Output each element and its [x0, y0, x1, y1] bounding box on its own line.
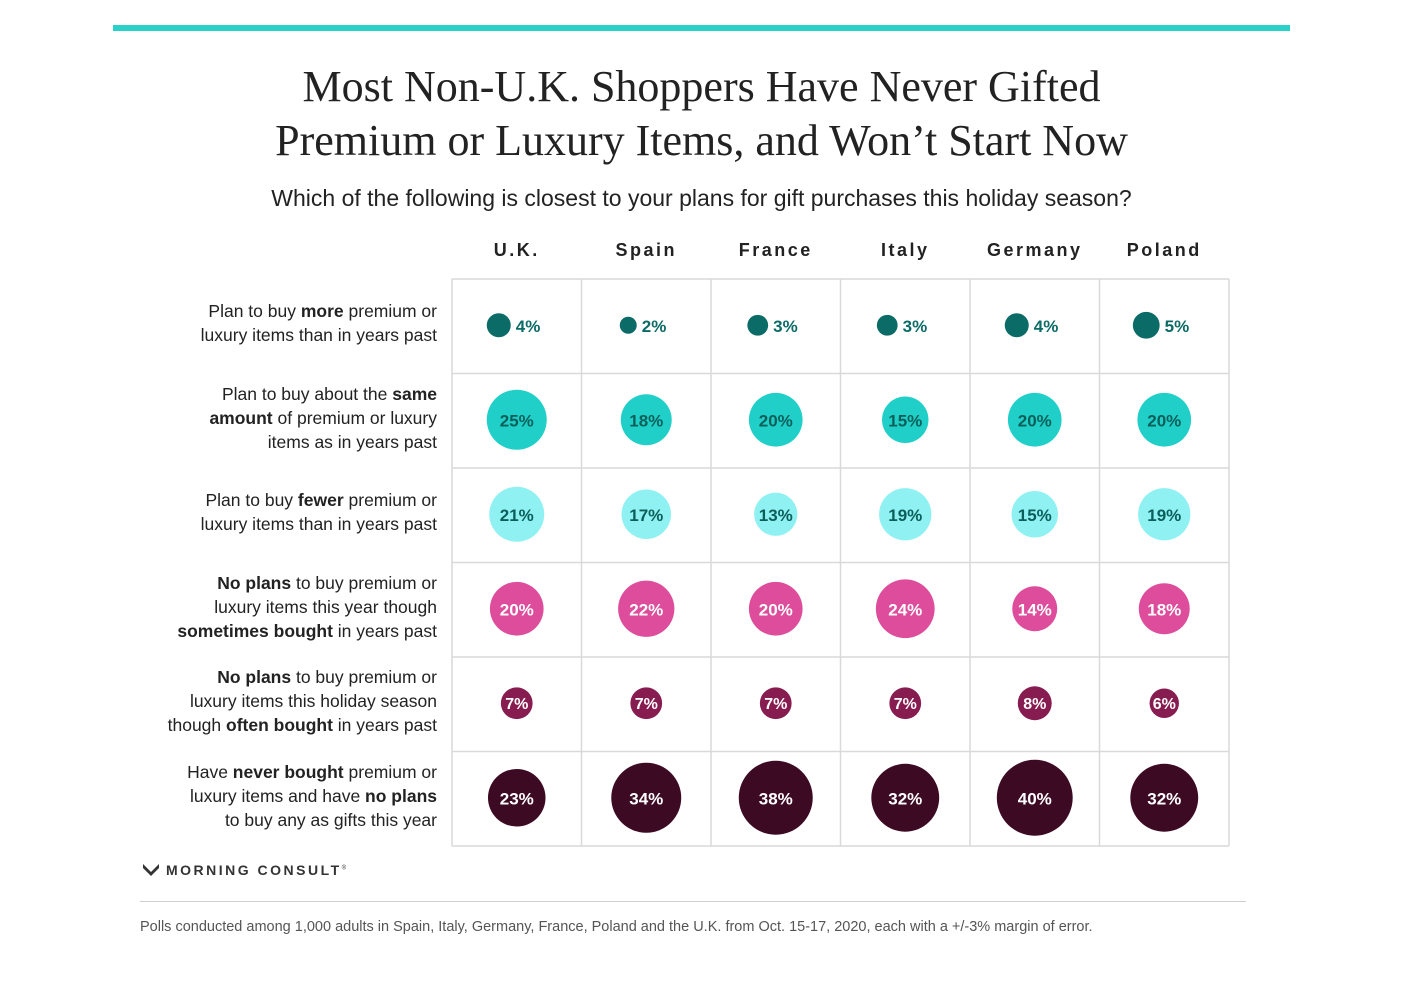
bubble-value-label: 3% [773, 317, 798, 336]
bubble-value-label: 32% [1147, 789, 1181, 808]
row-label: No plans to buy premium or luxury items t… [177, 572, 437, 641]
bubble-value-label: 3% [903, 317, 928, 336]
bubble-value-label: 5% [1165, 317, 1190, 336]
row-label: Have never bought premium or luxury items… [187, 761, 437, 830]
top-accent-bar [113, 25, 1290, 31]
bubble-value-label: 20% [1147, 411, 1181, 430]
morning-consult-m-icon [143, 864, 159, 876]
footnote: Polls conducted among 1,000 adults in Sp… [140, 919, 1093, 935]
column-header: Germany [986, 240, 1083, 260]
bubble [1132, 311, 1160, 339]
chart-title-line-1: Most Non-U.K. Shoppers Have Never Gifted [302, 62, 1101, 111]
bubble-value-label: 22% [629, 600, 663, 619]
bubble-value-label: 6% [1153, 696, 1176, 713]
column-header: France [738, 240, 813, 260]
bubble-value-label: 14% [1018, 600, 1052, 619]
bubble [1017, 686, 1052, 721]
bubble-value-label: 20% [759, 600, 793, 619]
bubble-value-label: 23% [500, 789, 534, 808]
bubble [1138, 488, 1191, 541]
bubble-value-label: 18% [629, 411, 663, 430]
bubble-value-label: 20% [759, 411, 793, 430]
bubble-value-label: 25% [500, 411, 534, 430]
bubble [1012, 586, 1058, 632]
bubble-value-label: 7% [505, 696, 528, 713]
column-header: Spain [615, 240, 677, 260]
bubble [486, 389, 547, 450]
bubble-value-label: 15% [888, 411, 922, 430]
column-header: Italy [880, 240, 930, 260]
bubble [611, 762, 682, 833]
bubble [486, 313, 511, 338]
bubble [747, 314, 769, 336]
bubble [879, 488, 932, 541]
bubble [754, 492, 798, 536]
bubble-value-label: 34% [629, 789, 663, 808]
bubble [871, 763, 940, 832]
footer-divider [140, 901, 1246, 902]
bubble-value-label: 13% [759, 506, 793, 525]
bubble-value-label: 20% [1018, 411, 1052, 430]
bubble [489, 581, 544, 636]
bubble [876, 314, 898, 336]
bubble-value-label: 40% [1018, 789, 1052, 808]
bubble-value-label: 17% [629, 506, 663, 525]
bubble-value-label: 18% [1147, 600, 1181, 619]
bubble [875, 579, 935, 639]
bubble-value-label: 19% [888, 506, 922, 525]
bubble [487, 768, 546, 827]
bubble [621, 489, 671, 539]
bubble [889, 687, 922, 720]
bubble [748, 392, 803, 447]
chart-title-line-2: Premium or Luxury Items, and Won’t Start… [275, 116, 1128, 165]
bubble-value-label: 7% [894, 696, 917, 713]
bubble-value-label: 38% [759, 789, 793, 808]
bubble-value-label: 20% [500, 600, 534, 619]
bubble [1004, 313, 1029, 338]
bubble [738, 760, 813, 835]
bubble [1011, 491, 1058, 538]
row-label: Plan to buy more premium or luxury items … [200, 301, 437, 346]
bubble [620, 394, 672, 446]
bubble [1138, 583, 1190, 635]
bubble-value-label: 4% [516, 317, 541, 336]
bubble-value-label: 4% [1034, 317, 1059, 336]
bubble [996, 759, 1073, 836]
column-header: Poland [1126, 240, 1202, 260]
bubble [630, 687, 663, 720]
bubble-value-label: 7% [635, 696, 658, 713]
bubble-value-label: 15% [1018, 506, 1052, 525]
logo-registered-mark: ® [341, 865, 347, 872]
row-label: Plan to buy fewer premium or luxury items… [200, 490, 437, 535]
bubble [1007, 392, 1062, 447]
logo-text: MORNING CONSULT [166, 862, 342, 878]
bubble-value-label: 21% [500, 506, 534, 525]
bubble-value-label: 2% [642, 317, 667, 336]
chart-subtitle: Which of the following is closest to you… [271, 185, 1132, 211]
bubble [1149, 688, 1179, 718]
bubble [618, 580, 675, 637]
column-header: U.K. [493, 240, 540, 260]
bubble [489, 486, 545, 542]
row-label: No plans to buy premium or luxury items t… [167, 667, 437, 736]
bubble-value-label: 7% [764, 696, 787, 713]
bubble-value-label: 8% [1023, 696, 1046, 713]
bubble-value-label: 19% [1147, 506, 1181, 525]
bubble [882, 396, 929, 443]
morning-consult-logo: MORNING CONSULT® [142, 862, 346, 878]
bubble [748, 581, 803, 636]
bubble [619, 316, 637, 334]
row-label: Plan to buy about the same amount of prem… [209, 383, 437, 452]
bubble-value-label: 24% [888, 600, 922, 619]
bubble-value-label: 32% [888, 789, 922, 808]
bubble [1130, 763, 1199, 832]
bubble [1137, 392, 1192, 447]
bubble [500, 687, 533, 720]
bubble [759, 687, 792, 720]
